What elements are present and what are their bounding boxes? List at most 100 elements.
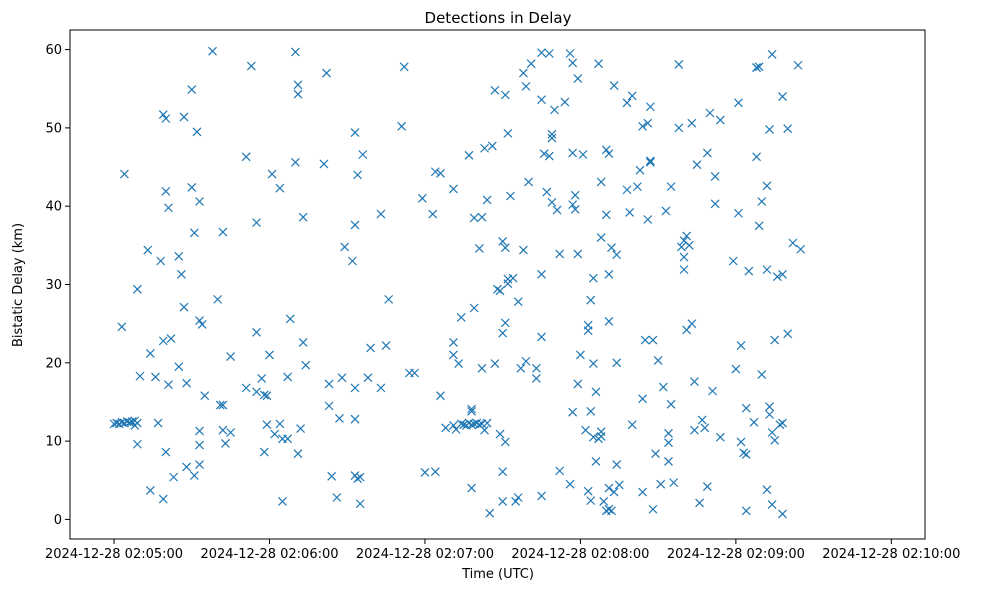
data-point xyxy=(490,85,500,95)
data-point xyxy=(189,228,199,238)
data-point xyxy=(467,406,477,416)
data-point xyxy=(612,250,622,260)
data-point xyxy=(555,249,565,259)
data-point xyxy=(565,479,575,489)
data-point xyxy=(674,60,684,69)
data-point xyxy=(270,429,280,439)
data-point xyxy=(728,256,738,266)
data-point xyxy=(428,209,438,219)
data-point xyxy=(537,48,546,58)
data-point xyxy=(283,372,293,382)
data-point xyxy=(290,157,300,167)
data-point xyxy=(770,335,780,345)
data-point xyxy=(215,400,225,410)
data-point xyxy=(179,112,189,122)
data-point xyxy=(627,420,637,430)
data-point xyxy=(568,58,578,68)
data-point xyxy=(609,81,619,91)
data-point xyxy=(767,500,777,509)
data-point xyxy=(687,118,697,128)
data-point xyxy=(531,374,541,383)
data-point xyxy=(736,437,746,447)
data-point xyxy=(417,193,427,203)
data-point xyxy=(702,482,712,491)
data-point xyxy=(666,182,676,192)
data-point xyxy=(741,450,751,459)
data-points xyxy=(109,46,806,519)
data-point xyxy=(653,356,663,365)
data-point xyxy=(513,493,523,502)
data-point xyxy=(695,498,705,508)
data-point xyxy=(684,240,694,250)
data-point xyxy=(648,504,658,514)
data-point xyxy=(456,312,466,322)
data-point xyxy=(547,129,557,139)
data-point xyxy=(350,128,360,138)
data-point xyxy=(765,125,774,134)
data-point xyxy=(778,418,787,428)
data-point xyxy=(324,379,334,389)
data-point xyxy=(127,417,137,426)
data-point xyxy=(381,341,391,351)
y-tick-label: 40 xyxy=(45,200,62,215)
data-point xyxy=(679,265,689,275)
data-point xyxy=(275,419,285,429)
data-point xyxy=(293,89,303,99)
data-point xyxy=(174,251,184,261)
x-tick-label: 2024-12-28 02:08:00 xyxy=(511,547,649,562)
data-point xyxy=(573,379,583,389)
data-point xyxy=(632,182,642,192)
data-point xyxy=(687,319,697,329)
data-point xyxy=(648,335,658,345)
data-point xyxy=(467,420,477,430)
data-point xyxy=(537,332,546,342)
data-point xyxy=(622,98,632,108)
x-axis-label: Time (UTC) xyxy=(461,567,534,582)
data-point xyxy=(767,428,777,437)
data-point xyxy=(664,438,673,448)
data-point xyxy=(500,243,510,253)
data-point xyxy=(796,244,806,254)
data-point xyxy=(477,212,487,222)
data-point xyxy=(498,496,508,506)
data-point xyxy=(754,221,764,231)
data-point xyxy=(482,195,492,205)
data-point xyxy=(775,420,785,430)
data-point xyxy=(241,383,251,393)
data-point xyxy=(301,360,311,370)
data-point xyxy=(739,448,749,458)
data-point xyxy=(192,127,202,137)
y-tick-label: 0 xyxy=(54,513,62,528)
data-point xyxy=(161,186,171,196)
data-point xyxy=(498,328,508,338)
data-point xyxy=(262,391,272,401)
data-point xyxy=(469,213,479,223)
y-tick-label: 60 xyxy=(45,43,62,58)
data-point xyxy=(565,49,575,58)
data-point xyxy=(521,356,531,366)
data-point xyxy=(436,168,445,178)
data-point xyxy=(539,149,549,159)
data-point xyxy=(645,157,655,167)
data-point xyxy=(640,335,650,345)
data-point xyxy=(669,478,679,488)
data-point xyxy=(731,364,741,374)
data-point xyxy=(511,496,521,506)
data-point xyxy=(262,420,272,430)
data-point xyxy=(778,92,787,101)
data-point xyxy=(189,471,199,480)
data-point xyxy=(208,46,217,56)
data-point xyxy=(524,177,534,187)
data-point xyxy=(594,59,603,69)
data-point xyxy=(340,242,350,252)
data-point xyxy=(612,358,622,368)
data-point xyxy=(635,165,645,175)
data-point xyxy=(762,181,772,191)
data-point xyxy=(664,428,673,438)
data-point xyxy=(625,208,635,217)
data-point xyxy=(350,414,360,424)
data-point xyxy=(158,110,168,119)
data-point xyxy=(609,487,619,497)
data-point xyxy=(399,62,409,72)
